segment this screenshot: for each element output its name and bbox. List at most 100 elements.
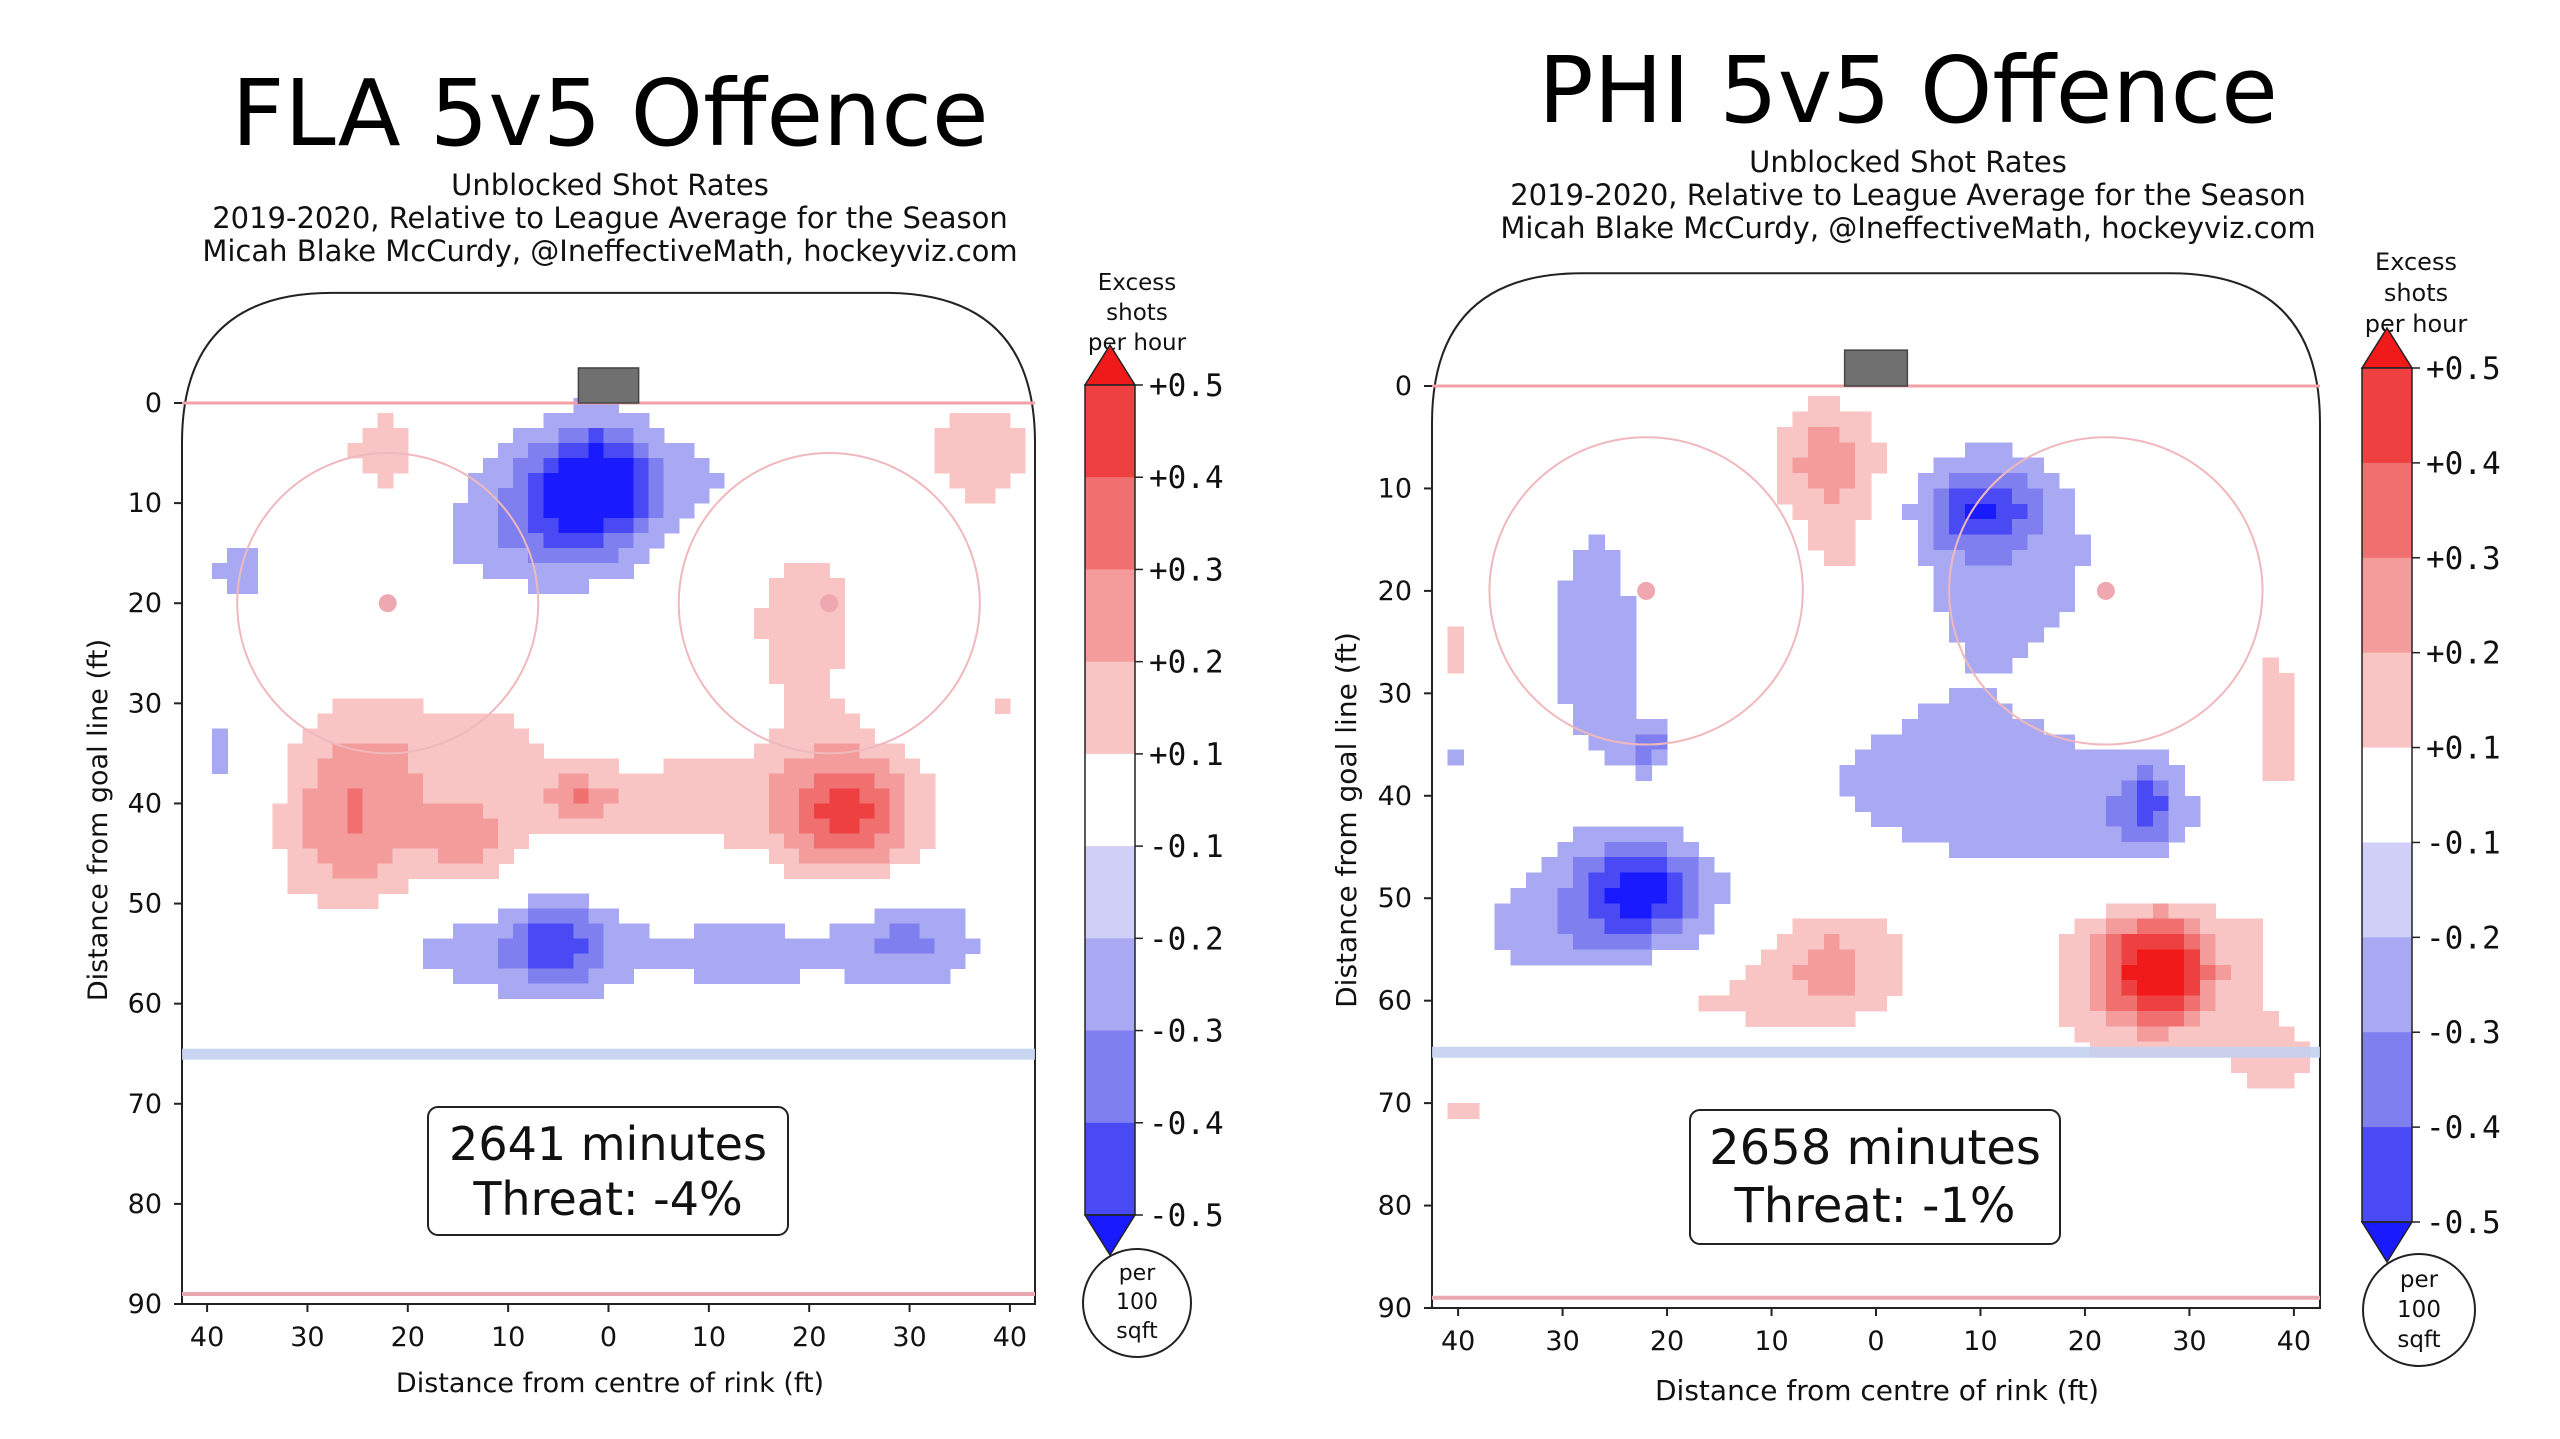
- heatmap-cell: [2152, 918, 2170, 935]
- heatmap-cell: [799, 668, 815, 684]
- heatmap-cell: [2105, 918, 2123, 935]
- heatmap-cell: [2043, 734, 2060, 751]
- heatmap-cell: [633, 443, 650, 459]
- heatmap-cell: [1557, 688, 1574, 705]
- heatmap-cell: [332, 788, 349, 804]
- heatmap-cell: [1745, 995, 1762, 1012]
- heatmap-cell: [513, 428, 529, 444]
- heatmap-cell: [693, 818, 710, 835]
- heatmap-cell: [2152, 795, 2170, 812]
- heatmap-cell: [392, 743, 409, 759]
- unit-line-3: sqft: [1116, 1319, 1158, 1344]
- colorbar-frame: [2361, 367, 2413, 1223]
- heatmap-cell: [739, 818, 755, 835]
- heatmap-cell: [1980, 703, 1997, 720]
- heatmap-cell: [1573, 888, 1590, 904]
- heatmap-cell: [1651, 826, 1668, 843]
- heatmap-cell: [1933, 549, 1950, 566]
- heatmap-cell: [874, 773, 891, 789]
- heatmap-cell: [723, 788, 740, 804]
- heatmap-cell: [453, 938, 469, 955]
- heatmap-cell: [1573, 841, 1590, 858]
- heatmap-cell: [1682, 888, 1699, 904]
- heatmap-cell: [392, 788, 409, 804]
- heatmap-cell: [1620, 611, 1637, 628]
- heatmap-cell: [1839, 549, 1856, 566]
- heatmap-cell: [1823, 1010, 1841, 1027]
- heatmap-cell: [769, 968, 785, 985]
- heatmap-cell: [2121, 1010, 2138, 1027]
- heatmap-cell: [362, 428, 379, 444]
- heatmap-cell: [1792, 457, 1809, 474]
- heatmap-cell: [814, 938, 830, 955]
- heatmap-cell: [1855, 411, 1872, 428]
- heatmap-cell: [2278, 718, 2295, 735]
- heatmap-cell: [422, 713, 439, 729]
- heatmap-cell: [904, 773, 921, 789]
- heatmap-cell: [1792, 964, 1809, 981]
- heatmap-cell: [2246, 918, 2264, 935]
- heatmap-cell: [513, 938, 529, 955]
- x-tick-label: 10: [692, 1322, 726, 1353]
- heatmap-cell: [949, 908, 966, 925]
- heatmap-cell: [1949, 841, 1966, 858]
- heatmap-cell: [513, 758, 529, 774]
- heatmap-cell: [844, 968, 860, 985]
- heatmap-cell: [1980, 534, 1997, 551]
- heatmap-cell: [1949, 765, 1966, 781]
- heatmap-cell: [799, 953, 815, 970]
- heatmap-cell: [558, 443, 574, 459]
- heatmap-cell: [769, 773, 785, 789]
- heatmap-cell: [2121, 903, 2138, 920]
- heatmap-cell: [829, 833, 845, 850]
- heatmap-cell: [1620, 703, 1637, 720]
- heatmap-cell: [1808, 488, 1825, 505]
- heatmap-cell: [1635, 718, 1652, 735]
- summary-threat: Threat: -4%: [472, 1172, 742, 1226]
- heatmap-cell: [2121, 934, 2138, 951]
- y-tick-label: 70: [128, 1089, 162, 1120]
- heatmap-cell: [1447, 642, 1464, 659]
- heatmap-cell: [2231, 1026, 2248, 1043]
- heatmap-cell: [708, 818, 725, 835]
- heatmap-cell: [829, 713, 845, 729]
- heatmap-cell: [513, 908, 529, 925]
- heatmap-cell: [618, 773, 635, 789]
- heatmap-cell: [558, 968, 574, 985]
- x-axis-ticks: 40 30 20 10 0 10 20 30 40: [1441, 1308, 2311, 1357]
- heatmap-cell: [498, 773, 514, 789]
- heatmap-cell: [1839, 949, 1856, 966]
- heatmap-cell: [543, 893, 559, 910]
- heatmap-cell: [513, 488, 529, 504]
- heatmap-cell: [1620, 918, 1637, 935]
- heatmap-cell: [648, 938, 665, 955]
- colorbar-tick-label: -0.2: [1149, 921, 1224, 957]
- heatmap-cell: [392, 833, 409, 850]
- heatmap-cell: [1620, 642, 1637, 659]
- heatmap-cell: [573, 788, 590, 804]
- heatmap-cell: [2027, 534, 2044, 551]
- heatmap-cell: [513, 548, 529, 564]
- heatmap-cell: [2121, 964, 2138, 981]
- heatmap-cell: [543, 578, 559, 594]
- heatmap-cell: [468, 803, 484, 819]
- heatmap-cell: [377, 428, 394, 444]
- heatmap-cell: [874, 803, 891, 819]
- heatmap-cell: [483, 743, 499, 759]
- heatmap-cell: [693, 968, 710, 985]
- heatmap-cell: [2152, 749, 2170, 766]
- heatmap-cell: [603, 473, 620, 489]
- heatmap-cell: [2105, 1010, 2123, 1027]
- heatmap-cell: [453, 833, 469, 850]
- summary-minutes: 2658 minutes: [1709, 1120, 2041, 1176]
- heatmap-cell: [2090, 1026, 2107, 1043]
- heatmap-cell: [784, 683, 800, 699]
- heatmap-cell: [814, 833, 830, 850]
- x-tick-label: 40: [190, 1322, 224, 1353]
- summary-box: 2641 minutes Threat: -4%: [427, 1106, 789, 1236]
- heatmap-cell: [2199, 964, 2217, 981]
- heatmap-cell: [994, 698, 1011, 714]
- heatmap-cell: [739, 833, 755, 850]
- heatmap-cell: [859, 938, 876, 955]
- faceoff-dot: [820, 594, 839, 613]
